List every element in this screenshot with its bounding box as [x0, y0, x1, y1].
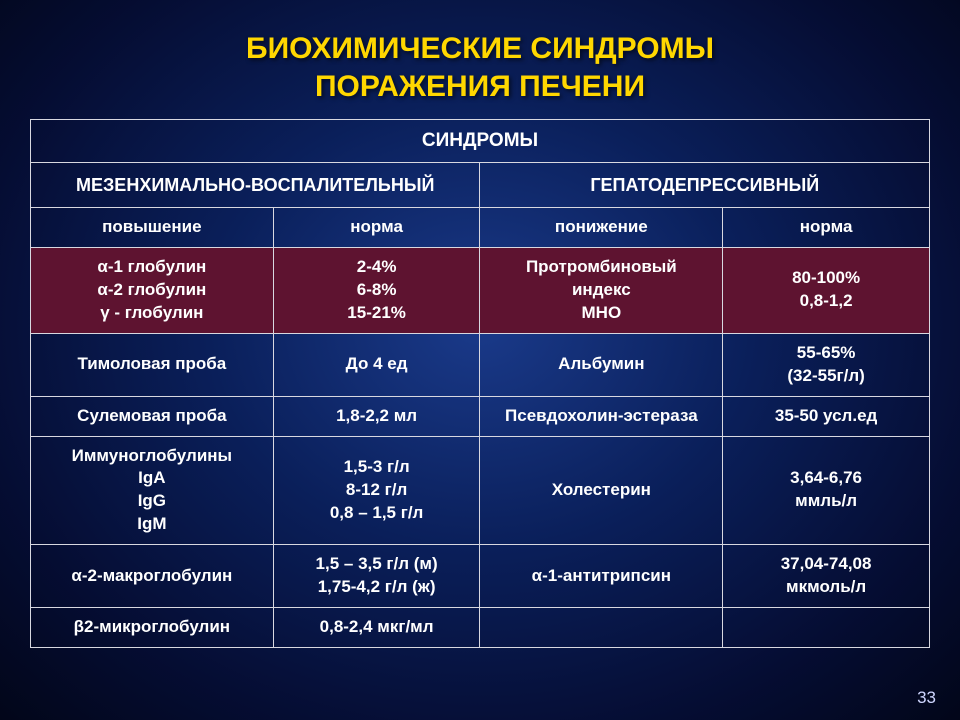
- subheader-norm-left: норма: [273, 207, 480, 247]
- cell-norm: 2-4% 6-8% 15-21%: [273, 247, 480, 333]
- subheader-norm-right: норма: [723, 207, 930, 247]
- table-row: α-1 глобулин α-2 глобулин γ - глобулин 2…: [31, 247, 930, 333]
- cell-norm: 55-65% (32-55г/л): [723, 333, 930, 396]
- header-row-syndromes: МЕЗЕНХИМАЛЬНО-ВОСПАЛИТЕЛЬНЫЙ ГЕПАТОДЕПРЕ…: [31, 162, 930, 207]
- title-line-1: БИОХИМИЧЕСКИЕ СИНДРОМЫ: [246, 32, 714, 65]
- cell-param: Альбумин: [480, 333, 723, 396]
- cell-norm: До 4 ед: [273, 333, 480, 396]
- cell-param: Псевдохолин-эстераза: [480, 396, 723, 436]
- table-row: Тимоловая проба До 4 ед Альбумин 55-65% …: [31, 333, 930, 396]
- table-row: Иммуноглобулины IgA IgG IgM 1,5-3 г/л 8-…: [31, 436, 930, 545]
- table-row: α-2-макроглобулин 1,5 – 3,5 г/л (м) 1,75…: [31, 545, 930, 608]
- subheader-decrease: понижение: [480, 207, 723, 247]
- page-number: 33: [917, 688, 936, 708]
- cell-norm: 1,5-3 г/л 8-12 г/л 0,8 – 1,5 г/л: [273, 436, 480, 545]
- table-row: β2-микроглобулин 0,8-2,4 мкг/мл: [31, 608, 930, 648]
- cell-norm: 80-100% 0,8-1,2: [723, 247, 930, 333]
- header-left-syndrome: МЕЗЕНХИМАЛЬНО-ВОСПАЛИТЕЛЬНЫЙ: [31, 162, 480, 207]
- slide-container: БИОХИМИЧЕСКИЕ СИНДРОМЫ ПОРАЖЕНИЯ ПЕЧЕНИ …: [0, 0, 960, 720]
- header-right-syndrome: ГЕПАТОДЕПРЕССИВНЫЙ: [480, 162, 930, 207]
- cell-param: [480, 608, 723, 648]
- cell-norm: 35-50 усл.ед: [723, 396, 930, 436]
- cell-param: Холестерин: [480, 436, 723, 545]
- subheader-increase: повышение: [31, 207, 274, 247]
- cell-norm: 1,8-2,2 мл: [273, 396, 480, 436]
- cell-norm: 3,64-6,76 ммль/л: [723, 436, 930, 545]
- title-line-2: ПОРАЖЕНИЯ ПЕЧЕНИ: [315, 70, 645, 103]
- cell-norm: 0,8-2,4 мкг/мл: [273, 608, 480, 648]
- cell-param: Сулемовая проба: [31, 396, 274, 436]
- cell-param: Тимоловая проба: [31, 333, 274, 396]
- cell-param: Иммуноглобулины IgA IgG IgM: [31, 436, 274, 545]
- cell-norm: [723, 608, 930, 648]
- syndromes-table: СИНДРОМЫ МЕЗЕНХИМАЛЬНО-ВОСПАЛИТЕЛЬНЫЙ ГЕ…: [30, 119, 930, 648]
- cell-norm: 37,04-74,08 мкмоль/л: [723, 545, 930, 608]
- header-row-top: СИНДРОМЫ: [31, 120, 930, 163]
- header-syndromes: СИНДРОМЫ: [31, 120, 930, 163]
- cell-norm: 1,5 – 3,5 г/л (м) 1,75-4,2 г/л (ж): [273, 545, 480, 608]
- cell-param: α-2-макроглобулин: [31, 545, 274, 608]
- cell-param: α-1-антитрипсин: [480, 545, 723, 608]
- header-row-sub: повышение норма понижение норма: [31, 207, 930, 247]
- table-row: Сулемовая проба 1,8-2,2 мл Псевдохолин-э…: [31, 396, 930, 436]
- cell-param: Протромбиновый индекс МНО: [480, 247, 723, 333]
- slide-title: БИОХИМИЧЕСКИЕ СИНДРОМЫ ПОРАЖЕНИЯ ПЕЧЕНИ: [30, 30, 930, 105]
- cell-param: α-1 глобулин α-2 глобулин γ - глобулин: [31, 247, 274, 333]
- cell-param: β2-микроглобулин: [31, 608, 274, 648]
